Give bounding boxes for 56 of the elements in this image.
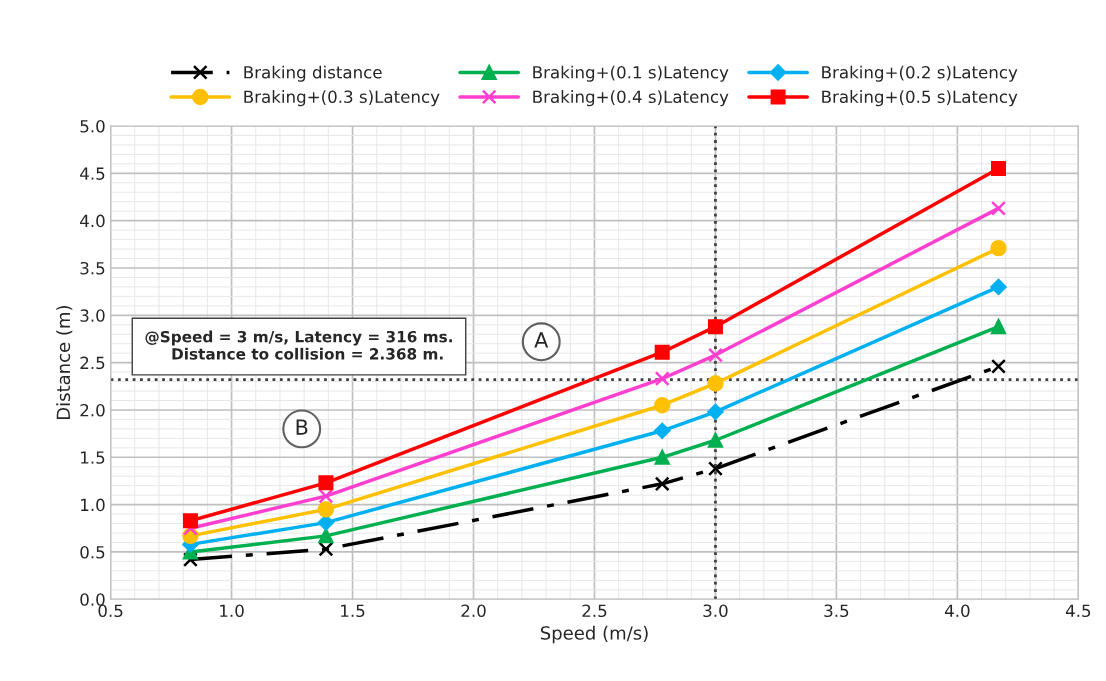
y-tick-label: 0.5	[80, 545, 105, 559]
point	[707, 432, 723, 448]
point	[654, 422, 671, 439]
y-tick-label: 1.0	[81, 498, 105, 512]
point	[318, 488, 334, 504]
point	[182, 513, 198, 529]
y-tick-label: 4.0	[80, 214, 105, 228]
legend-label: Braking+(0.3 s)Latency	[244, 90, 440, 107]
x-tick-label: 0.5	[98, 604, 123, 618]
point	[318, 541, 334, 557]
point	[654, 371, 670, 387]
point	[707, 375, 724, 392]
point	[990, 278, 1007, 296]
x-tick-label: 3.0	[703, 604, 728, 618]
point	[991, 319, 1007, 335]
legend-label: Braking+(0.2 s)Latency	[822, 65, 1018, 82]
legend-label: Braking+(0.5 s)Latency	[822, 90, 1018, 107]
point	[991, 161, 1007, 177]
point	[990, 239, 1007, 257]
point	[707, 403, 724, 420]
y-tick-label: 5.0	[80, 119, 105, 133]
point	[654, 449, 670, 465]
x-tick-label: 2.5	[582, 604, 607, 618]
y-tick-label: 3.5	[80, 261, 105, 275]
point	[654, 397, 671, 414]
x-tick-label: 4.0	[944, 604, 970, 618]
x-tick-label: 3.5	[824, 604, 849, 618]
y-tick-label: 2.5	[80, 356, 105, 370]
legend-label: Braking distance	[244, 65, 382, 82]
point	[654, 476, 670, 492]
x-tick-label: 1.5	[341, 604, 365, 618]
point	[991, 358, 1007, 374]
point	[991, 200, 1007, 216]
y-tick-label: 4.5	[80, 167, 105, 180]
y-tick-label: 1.5	[81, 451, 105, 464]
annotation: @Speed = 3 m/s, Latency = 316 ms. Distance to collision = 2.368 m.	[145, 330, 452, 360]
point	[182, 552, 198, 568]
y-tick-label: 0.0	[80, 593, 105, 606]
point	[317, 501, 335, 518]
y-tick-label: 2.0	[80, 403, 105, 417]
y-tick-label: 3.0	[80, 309, 105, 322]
point	[318, 475, 334, 491]
legend-label: Braking+(0.4 s)Latency	[533, 90, 729, 107]
legend-label: Braking+(0.1 s)Latency	[533, 65, 729, 82]
annotation: A	[534, 332, 549, 348]
point	[707, 347, 723, 363]
x-axis-title: Speed (m/s)	[540, 625, 648, 644]
y-axis-title: Distance (m)	[56, 306, 73, 420]
x-tick-label: 1.0	[220, 604, 244, 618]
point	[707, 319, 723, 335]
point	[318, 528, 334, 544]
x-tick-label: 2.0	[461, 604, 486, 618]
point	[654, 344, 670, 360]
point	[707, 461, 723, 477]
x-tick-label: 4.5	[1065, 604, 1091, 618]
annotation: B	[296, 419, 308, 435]
